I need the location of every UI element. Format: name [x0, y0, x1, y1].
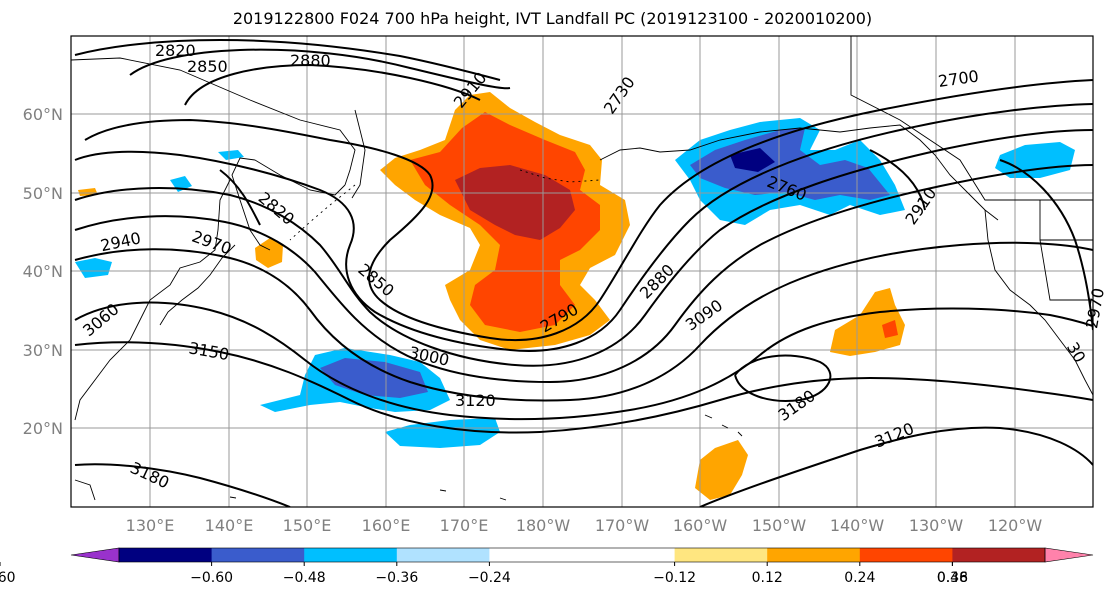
- contour-line: [74, 103, 1093, 352]
- pacific-islands: [74, 479, 507, 501]
- plot-frame: [70, 35, 1094, 508]
- latitude-label: 50°N: [23, 184, 63, 203]
- negative-anomaly-pacific-south: [385, 418, 500, 448]
- colorbar-border: [118, 547, 1046, 563]
- contour-label: 2850: [187, 57, 228, 76]
- colorbar-tick-label: 0.48: [937, 570, 968, 586]
- contour-line: [74, 129, 1093, 367]
- positive-anomaly-gulf: [830, 288, 905, 356]
- aleutian-chain: [519, 169, 601, 183]
- colorbar-tick-label: 0.12: [752, 570, 783, 586]
- longitude-label: 160°W: [673, 516, 728, 535]
- colorbar-extend-high: [1044, 547, 1094, 563]
- canada-border: [850, 36, 1093, 201]
- colorbar: −0.60 −0.48 −0.36 −0.24 −0.12 0.12 0.24 0.360.4…: [0, 547, 1094, 586]
- contour-label: 2700: [937, 66, 980, 90]
- negative-anomaly-kamchatka: [218, 150, 244, 160]
- longitude-label: 120°W: [988, 516, 1043, 535]
- coast-japan: [159, 244, 236, 326]
- colorbar-tick-label: −0.36: [375, 570, 418, 586]
- contour-line: [74, 301, 1093, 421]
- colorbar-swatch: [396, 548, 490, 562]
- contour-line: [74, 241, 1093, 402]
- colorbar-swatch: [582, 548, 676, 562]
- colorbar-swatch: [304, 548, 398, 562]
- ivt-shading: [75, 92, 1075, 500]
- contour-line: [219, 169, 261, 226]
- graticule: [71, 36, 1093, 507]
- negative-anomaly-pacific-core: [320, 358, 428, 398]
- longitude-label: 150°E: [283, 516, 332, 535]
- latitude-label: 20°N: [23, 419, 63, 438]
- contour-label: 2880: [636, 260, 678, 302]
- colorbar-swatch: [952, 548, 1046, 562]
- colorbar-swatch: [859, 548, 953, 562]
- colorbar-tick-label: −0.12: [653, 570, 696, 586]
- colorbar-swatch: [674, 548, 768, 562]
- contour-line: [129, 48, 511, 90]
- contour-label: 2880: [290, 51, 331, 70]
- hawaii: [704, 414, 743, 437]
- colorbar-tick-label: 0.36: [937, 570, 968, 586]
- contour-line: [74, 164, 1093, 384]
- negative-anomaly-alaska-core: [730, 148, 775, 172]
- contour-label: 2850: [354, 260, 397, 301]
- colorbar-tick-label: −0.48: [283, 570, 326, 586]
- negative-anomaly-asia: [75, 258, 112, 278]
- positive-anomaly-gulf-core: [882, 320, 898, 338]
- map-title: 2019122800 F024 700 hPa height, IVT Land…: [232, 9, 873, 28]
- contour-label: 3120: [872, 419, 917, 452]
- latitude-label: 30°N: [23, 341, 63, 360]
- latitude-labels: 60°N 50°N 40°N 30°N 20°N: [23, 105, 63, 438]
- colorbar-tick-label: −0.60: [190, 570, 233, 586]
- longitude-label: 170°W: [595, 516, 650, 535]
- colorbar-swatch: [119, 548, 213, 562]
- longitude-label: 180°W: [516, 516, 571, 535]
- height-contours: [74, 38, 1093, 507]
- contour-line: [999, 159, 1093, 331]
- negative-anomaly-alaska-mid: [690, 128, 890, 200]
- us-states: [1039, 200, 1093, 301]
- contour-line: [74, 463, 291, 507]
- contour-label: 3120: [455, 391, 496, 410]
- colorbar-swatch: [767, 548, 861, 562]
- longitude-label: 160°E: [362, 516, 411, 535]
- colorbar-tick-label: −0.24: [468, 570, 511, 586]
- contour-line: [84, 79, 1093, 342]
- longitude-label: 140°E: [205, 516, 254, 535]
- colorbar-tick-label: 0.24: [844, 570, 875, 586]
- contour-line: [74, 38, 501, 81]
- positive-anomaly-bering-max: [455, 165, 575, 240]
- longitude-label: 140°W: [830, 516, 885, 535]
- longitude-label: 130°W: [909, 516, 964, 535]
- contour-label: 30: [1063, 339, 1090, 366]
- contour-label: 2820: [155, 41, 196, 60]
- colorbar-swatch: [211, 548, 305, 562]
- coast-kamchatka: [351, 109, 366, 199]
- contour-line: [699, 426, 1093, 507]
- longitude-labels: 130°E 140°E 150°E 160°E 170°E 180°W 170°…: [126, 516, 1043, 535]
- contour-label: 2730: [600, 73, 639, 117]
- contour-label: 3090: [682, 296, 726, 335]
- colorbar-tick-label: 0.60: [0, 570, 16, 586]
- longitude-label: 130°E: [126, 516, 175, 535]
- contour-label: 2910: [901, 184, 940, 228]
- positive-anomaly-hawaii: [695, 440, 748, 500]
- latitude-label: 60°N: [23, 105, 63, 124]
- longitude-label: 150°W: [752, 516, 807, 535]
- contour-label: 2940: [99, 228, 143, 255]
- contour-line: [734, 354, 832, 402]
- colorbar-extend-low: [70, 547, 120, 563]
- coast-north-america: [984, 209, 1093, 396]
- longitude-label: 170°E: [440, 516, 489, 535]
- coast-asia: [71, 57, 356, 421]
- colorbar-swatch: [489, 548, 583, 562]
- latitude-label: 40°N: [23, 262, 63, 281]
- contour-label: 3180: [775, 386, 819, 425]
- contour-label: 3150: [187, 338, 230, 364]
- contour-line: [869, 149, 926, 211]
- contour-line: [184, 63, 481, 106]
- contour-line: [74, 341, 1093, 434]
